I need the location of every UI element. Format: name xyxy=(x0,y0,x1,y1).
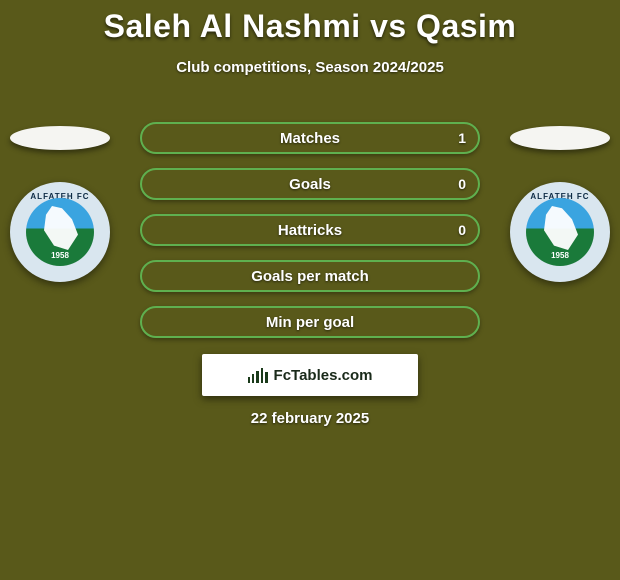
right-player-avatar-placeholder xyxy=(510,126,610,150)
right-club-badge: ALFATEH FC 1958 xyxy=(510,182,610,282)
stat-label: Matches xyxy=(280,130,340,147)
left-player-column: ALFATEH FC 1958 xyxy=(10,126,110,282)
stat-label: Goals xyxy=(289,176,331,193)
stat-right-value: 1 xyxy=(458,130,466,146)
stat-label: Hattricks xyxy=(278,222,342,239)
right-club-badge-year: 1958 xyxy=(526,251,594,260)
left-club-badge-figure xyxy=(40,206,80,250)
left-club-badge-year: 1958 xyxy=(26,251,94,260)
stat-right-value: 0 xyxy=(458,176,466,192)
right-player-column: ALFATEH FC 1958 xyxy=(510,126,610,282)
stat-row-min-per-goal: Min per goal xyxy=(140,306,480,338)
brand-text: FcTables.com xyxy=(274,367,373,384)
stat-row-matches: Matches 1 xyxy=(140,122,480,154)
stats-rows: Matches 1 Goals 0 Hattricks 0 Goals per … xyxy=(140,122,480,338)
right-club-badge-figure xyxy=(540,206,580,250)
stat-label: Min per goal xyxy=(266,314,354,331)
brand-box: FcTables.com xyxy=(202,354,418,396)
brand-logo-icon xyxy=(248,367,268,383)
stat-row-goals: Goals 0 xyxy=(140,168,480,200)
page-title: Saleh Al Nashmi vs Qasim xyxy=(0,0,620,45)
left-player-avatar-placeholder xyxy=(10,126,110,150)
date-text: 22 february 2025 xyxy=(0,410,620,427)
stat-row-goals-per-match: Goals per match xyxy=(140,260,480,292)
subtitle: Club competitions, Season 2024/2025 xyxy=(0,59,620,76)
stat-label: Goals per match xyxy=(251,268,369,285)
left-club-badge: ALFATEH FC 1958 xyxy=(10,182,110,282)
stat-row-hattricks: Hattricks 0 xyxy=(140,214,480,246)
stat-right-value: 0 xyxy=(458,222,466,238)
